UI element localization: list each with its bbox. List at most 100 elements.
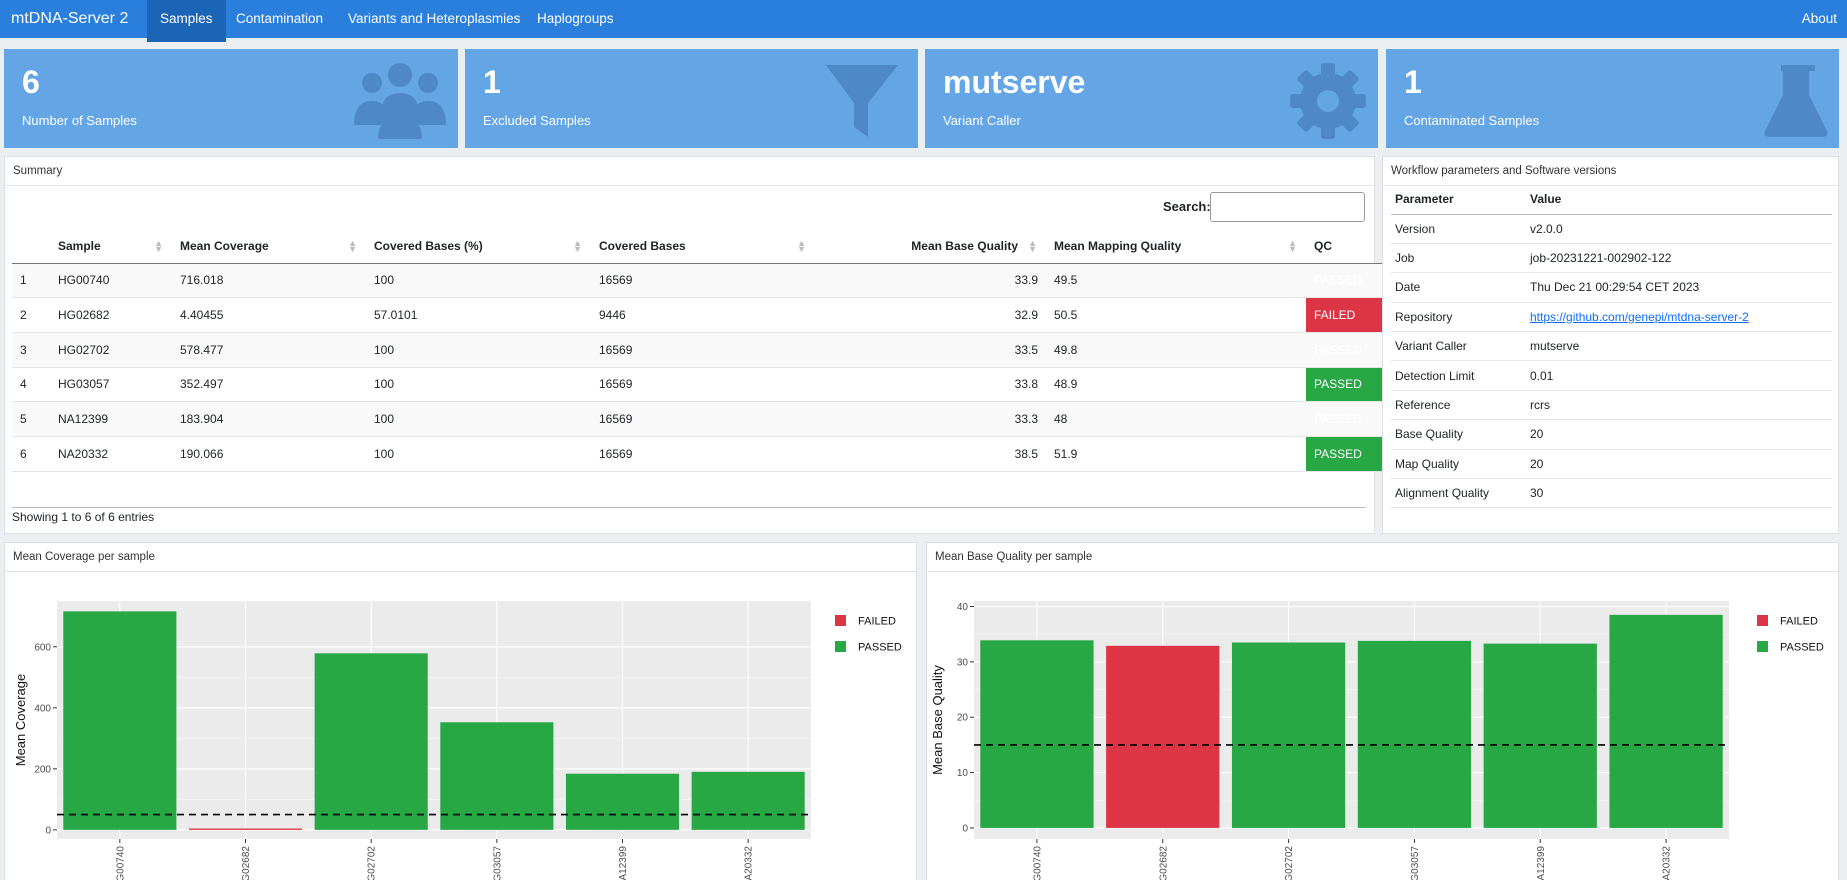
nav-variants-heteroplasmies[interactable]: Variants and Heteroplasmies: [348, 11, 521, 26]
table-row[interactable]: 4 HG03057 352.497 100 16569 33.8 48.9 PASSED: [12, 367, 1404, 403]
param-value: v2.0.0: [1526, 214, 1832, 244]
params-row: Detection Limit 0.01: [1391, 360, 1832, 391]
bar-hg03057[interactable]: [1357, 640, 1472, 828]
table-row[interactable]: 5 NA12399 183.904 100 16569 33.3 48 PASSED: [12, 401, 1404, 437]
stat-value: 1: [483, 64, 501, 100]
y-tick-label: 200: [34, 764, 51, 775]
bar-hg00740[interactable]: [980, 640, 1094, 828]
bar-na20332[interactable]: [691, 771, 805, 830]
cell-mean-coverage: 183.904: [172, 401, 366, 437]
param-key: Version: [1391, 214, 1526, 244]
bar-na20332[interactable]: [1609, 614, 1723, 828]
flask-icon: [1764, 65, 1828, 137]
col-label: Covered Bases (%): [374, 238, 483, 253]
bar-hg00740[interactable]: [63, 611, 177, 830]
stat-label: Number of Samples: [22, 113, 137, 128]
nav-about[interactable]: About: [1801, 11, 1837, 26]
bar-hg02682[interactable]: [1106, 645, 1220, 828]
bar-hg02702[interactable]: [1231, 642, 1346, 828]
y-tick-label: 10: [957, 768, 969, 779]
summary-table: Sample ▲ ▼ Mean Coverage ▲ ▼ Covered Bases (…: [12, 229, 1404, 472]
params-row: Version v2.0.0: [1391, 214, 1832, 244]
cell-index: 2: [12, 297, 50, 333]
cell-index: 1: [12, 263, 50, 299]
nav-contamination[interactable]: Contamination: [236, 11, 324, 26]
funnel-icon: [826, 65, 898, 137]
cell-mean-base-quality: 33.5: [815, 332, 1046, 368]
table-header-row: Sample ▲ ▼ Mean Coverage ▲ ▼ Covered Bases (…: [12, 229, 1404, 264]
coverage-chart-title: Mean Coverage per sample: [5, 543, 916, 572]
search-input[interactable]: [1210, 192, 1365, 222]
param-value: 20: [1526, 449, 1832, 480]
cell-covered-bases: 16569: [591, 332, 815, 368]
stat-label: Variant Caller: [943, 113, 1021, 128]
col-mean-base-quality[interactable]: Mean Base Quality ▲ ▼: [815, 229, 1046, 264]
param-key: Date: [1391, 272, 1526, 303]
bar-hg02682[interactable]: [188, 828, 303, 830]
cell-covered-bases-pct: 100: [366, 263, 591, 299]
stat-label: Excluded Samples: [483, 113, 591, 128]
cell-covered-bases-pct: 100: [366, 436, 591, 472]
cell-mean-coverage: 716.018: [172, 263, 366, 299]
stat-excluded-samples: 1 Excluded Samples: [465, 49, 918, 148]
param-key: Job: [1391, 243, 1526, 274]
col-label: Sample: [58, 238, 101, 253]
col-sample[interactable]: Sample ▲ ▼: [50, 229, 172, 264]
params-header-row: Parameter Value: [1391, 184, 1832, 215]
legend-label: FAILED: [858, 616, 896, 628]
repository-link[interactable]: https://github.com/genepi/mtdna-server-2: [1530, 309, 1749, 324]
cell-sample: HG02702: [50, 332, 172, 368]
stat-contaminated-samples: 1 Contaminated Samples: [1386, 49, 1839, 148]
table-row[interactable]: 2 HG02682 4.40455 57.0101 9446 32.9 50.5 FAILED: [12, 297, 1404, 333]
col-covered-bases[interactable]: Covered Bases ▲ ▼: [591, 229, 815, 264]
cell-mean-base-quality: 32.9: [815, 297, 1046, 333]
params-col-value: Value: [1526, 184, 1832, 215]
y-tick-label: 40: [957, 602, 969, 613]
params-row: Reference rcrs: [1391, 390, 1832, 421]
nav-samples[interactable]: Samples: [147, 0, 226, 42]
params-row: Variant Caller mutserve: [1391, 331, 1832, 362]
sort-icon: ▲▼: [348, 238, 357, 254]
col-label: QC: [1314, 238, 1332, 253]
col-mean-mapping-quality[interactable]: Mean Mapping Quality ▲ ▼: [1046, 229, 1306, 264]
quality-chart-title: Mean Base Quality per sample: [927, 543, 1838, 572]
y-tick-label: 0: [962, 823, 968, 834]
col-covered-bases-pct[interactable]: Covered Bases (%) ▲ ▼: [366, 229, 591, 264]
cell-mean-mapping-quality: 50.5: [1046, 297, 1306, 333]
x-tick-label: A20332: [744, 846, 755, 880]
params-title: Workflow parameters and Software version…: [1383, 157, 1838, 186]
legend-label: PASSED: [858, 642, 902, 654]
cell-mean-coverage: 352.497: [172, 367, 366, 403]
x-tick-label: G02702: [1284, 846, 1295, 880]
bar-na12399[interactable]: [1483, 643, 1597, 828]
param-key: Map Quality: [1391, 449, 1526, 480]
table-row[interactable]: 6 NA20332 190.066 100 16569 38.5 51.9 PASSED: [12, 436, 1404, 472]
bar-hg03057[interactable]: [440, 722, 554, 830]
cell-mean-mapping-quality: 49.5: [1046, 263, 1306, 299]
cell-mean-base-quality: 33.9: [815, 263, 1046, 299]
bar-hg02702[interactable]: [314, 653, 428, 830]
cell-mean-mapping-quality: 51.9: [1046, 436, 1306, 472]
cell-mean-base-quality: 33.3: [815, 401, 1046, 437]
cell-mean-base-quality: 33.8: [815, 367, 1046, 403]
cell-index: 3: [12, 332, 50, 368]
bar-na12399[interactable]: [565, 773, 680, 830]
x-tick-label: A20332: [1662, 846, 1673, 880]
stat-variant-caller: mutserve Variant Caller: [925, 49, 1378, 148]
table-row[interactable]: 1 HG00740 716.018 100 16569 33.9 49.5 PASSED: [12, 263, 1404, 299]
cell-covered-bases: 16569: [591, 263, 815, 299]
table-row[interactable]: 3 HG02702 578.477 100 16569 33.5 49.8 PASSED: [12, 332, 1404, 368]
param-key: Detection Limit: [1391, 360, 1526, 391]
brand-title[interactable]: mtDNA-Server 2: [11, 10, 129, 27]
x-tick-label: A12399: [1536, 846, 1547, 880]
sort-icon: ▲▼: [1288, 238, 1297, 254]
col-index[interactable]: [12, 229, 50, 264]
cell-covered-bases-pct: 100: [366, 401, 591, 437]
col-mean-coverage[interactable]: Mean Coverage ▲ ▼: [172, 229, 366, 264]
cell-mean-mapping-quality: 48: [1046, 401, 1306, 437]
cell-covered-bases-pct: 57.0101: [366, 297, 591, 333]
stat-value: 6: [22, 64, 40, 100]
gear-icon: [1290, 63, 1366, 139]
cell-index: 5: [12, 401, 50, 437]
nav-haplogroups[interactable]: Haplogroups: [537, 11, 614, 26]
